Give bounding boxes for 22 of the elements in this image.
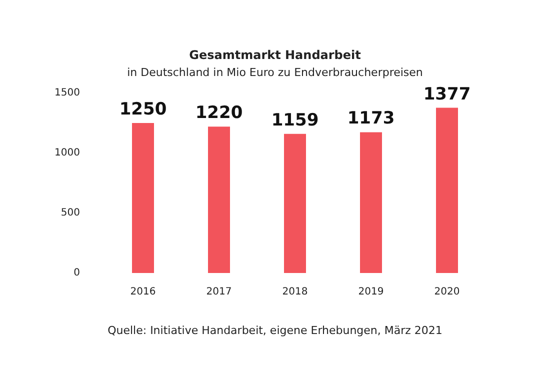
x-tick-label: 2019 bbox=[358, 286, 384, 298]
y-tick-label: 1500 bbox=[54, 88, 80, 98]
data-label: 1173 bbox=[347, 108, 395, 129]
bar bbox=[436, 108, 458, 273]
data-label: 1377 bbox=[423, 84, 471, 104]
bar bbox=[208, 126, 230, 273]
data-label: 1159 bbox=[271, 110, 319, 130]
source-note: Quelle: Initiative Handarbeit, eigene Erhebungen, März 2021 bbox=[108, 324, 442, 337]
chart-title: Gesamtmarkt Handarbeit bbox=[189, 48, 362, 62]
x-tick-label: 2016 bbox=[130, 286, 156, 298]
y-tick-label: 500 bbox=[60, 208, 80, 218]
bar bbox=[132, 123, 154, 273]
y-tick-label: 1000 bbox=[54, 148, 80, 158]
bar bbox=[360, 132, 382, 273]
y-tick-label: 0 bbox=[74, 268, 80, 278]
x-tick-label: 2017 bbox=[206, 286, 232, 298]
data-label: 1220 bbox=[195, 103, 243, 124]
x-tick-label: 2020 bbox=[434, 286, 460, 298]
data-label: 1250 bbox=[119, 100, 167, 120]
x-tick-label: 2018 bbox=[282, 286, 308, 298]
bar bbox=[284, 134, 306, 273]
chart-subtitle: in Deutschland in Mio Euro zu Endverbraucherpreisen bbox=[127, 66, 423, 79]
